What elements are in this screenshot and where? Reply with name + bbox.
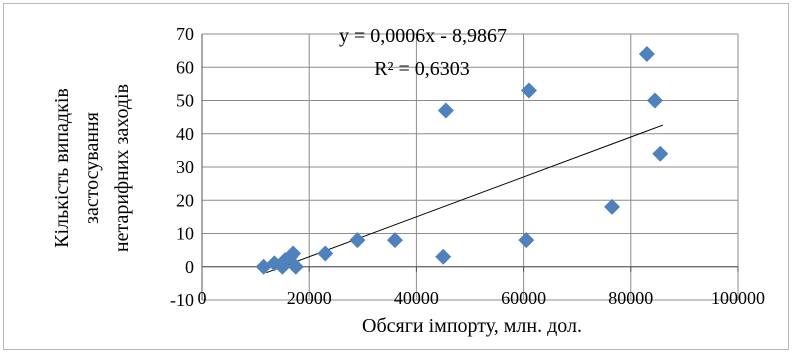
y-tick-label: 40: [176, 124, 194, 144]
y-axis-title: Кількість випадків застосування нетарифн…: [51, 84, 133, 252]
data-point: [604, 198, 621, 215]
x-tick-label: 60000: [501, 288, 546, 308]
data-point: [435, 248, 452, 265]
data-point: [349, 232, 366, 249]
x-axis-title: Обсяги імпорту, млн. дол.: [362, 315, 582, 337]
y-tick-label: 10: [176, 224, 194, 244]
trendline: [266, 124, 664, 274]
data-point: [652, 145, 669, 162]
y-tick-label: 70: [176, 24, 194, 44]
chart-area: 0 20000 40000 60000 80000 100000 -10 0 10 20 30 40…: [3, 3, 789, 350]
gridlines: [201, 33, 739, 301]
x-tick-label: 40000: [394, 288, 439, 308]
y-tick-label: -10: [170, 290, 194, 310]
data-point: [638, 45, 655, 62]
x-tick-label: 100000: [711, 288, 765, 308]
data-point: [287, 258, 304, 275]
x-tick-label: 0: [198, 288, 207, 308]
trendline-equation: y = 0,0006x - 8,9867: [339, 25, 507, 47]
y-tick-label: 50: [176, 91, 194, 111]
y-axis-title-line-1: Кількість випадків: [51, 88, 73, 248]
data-point: [520, 82, 537, 99]
y-tick-label: 0: [185, 257, 194, 277]
x-tick-label: 80000: [608, 288, 653, 308]
r-squared-label: R² = 0,6303: [374, 58, 470, 80]
data-point: [437, 102, 454, 119]
x-tick-labels: 0 20000 40000 60000 80000 100000: [198, 288, 766, 308]
data-point: [386, 232, 403, 249]
y-axis-title-line-2: застосування: [81, 112, 103, 224]
y-tick-label: 60: [176, 57, 194, 77]
scatter-chart: 0 20000 40000 60000 80000 100000 -10010203040…: [51, 24, 766, 337]
data-point: [518, 232, 535, 249]
trendline-group: [266, 124, 664, 274]
data-point: [285, 245, 302, 262]
y-tick-label: 20: [176, 190, 194, 210]
y-tick-labels: -10 0 10 20 30 40 50 60 70: [170, 24, 194, 310]
x-tick-label: 20000: [287, 288, 332, 308]
data-point: [646, 92, 663, 109]
data-point: [317, 245, 334, 262]
data-points: [255, 45, 669, 275]
y-tick-label: 30: [176, 157, 194, 177]
y-axis-title-line-3: нетарифних заходів: [111, 84, 133, 252]
